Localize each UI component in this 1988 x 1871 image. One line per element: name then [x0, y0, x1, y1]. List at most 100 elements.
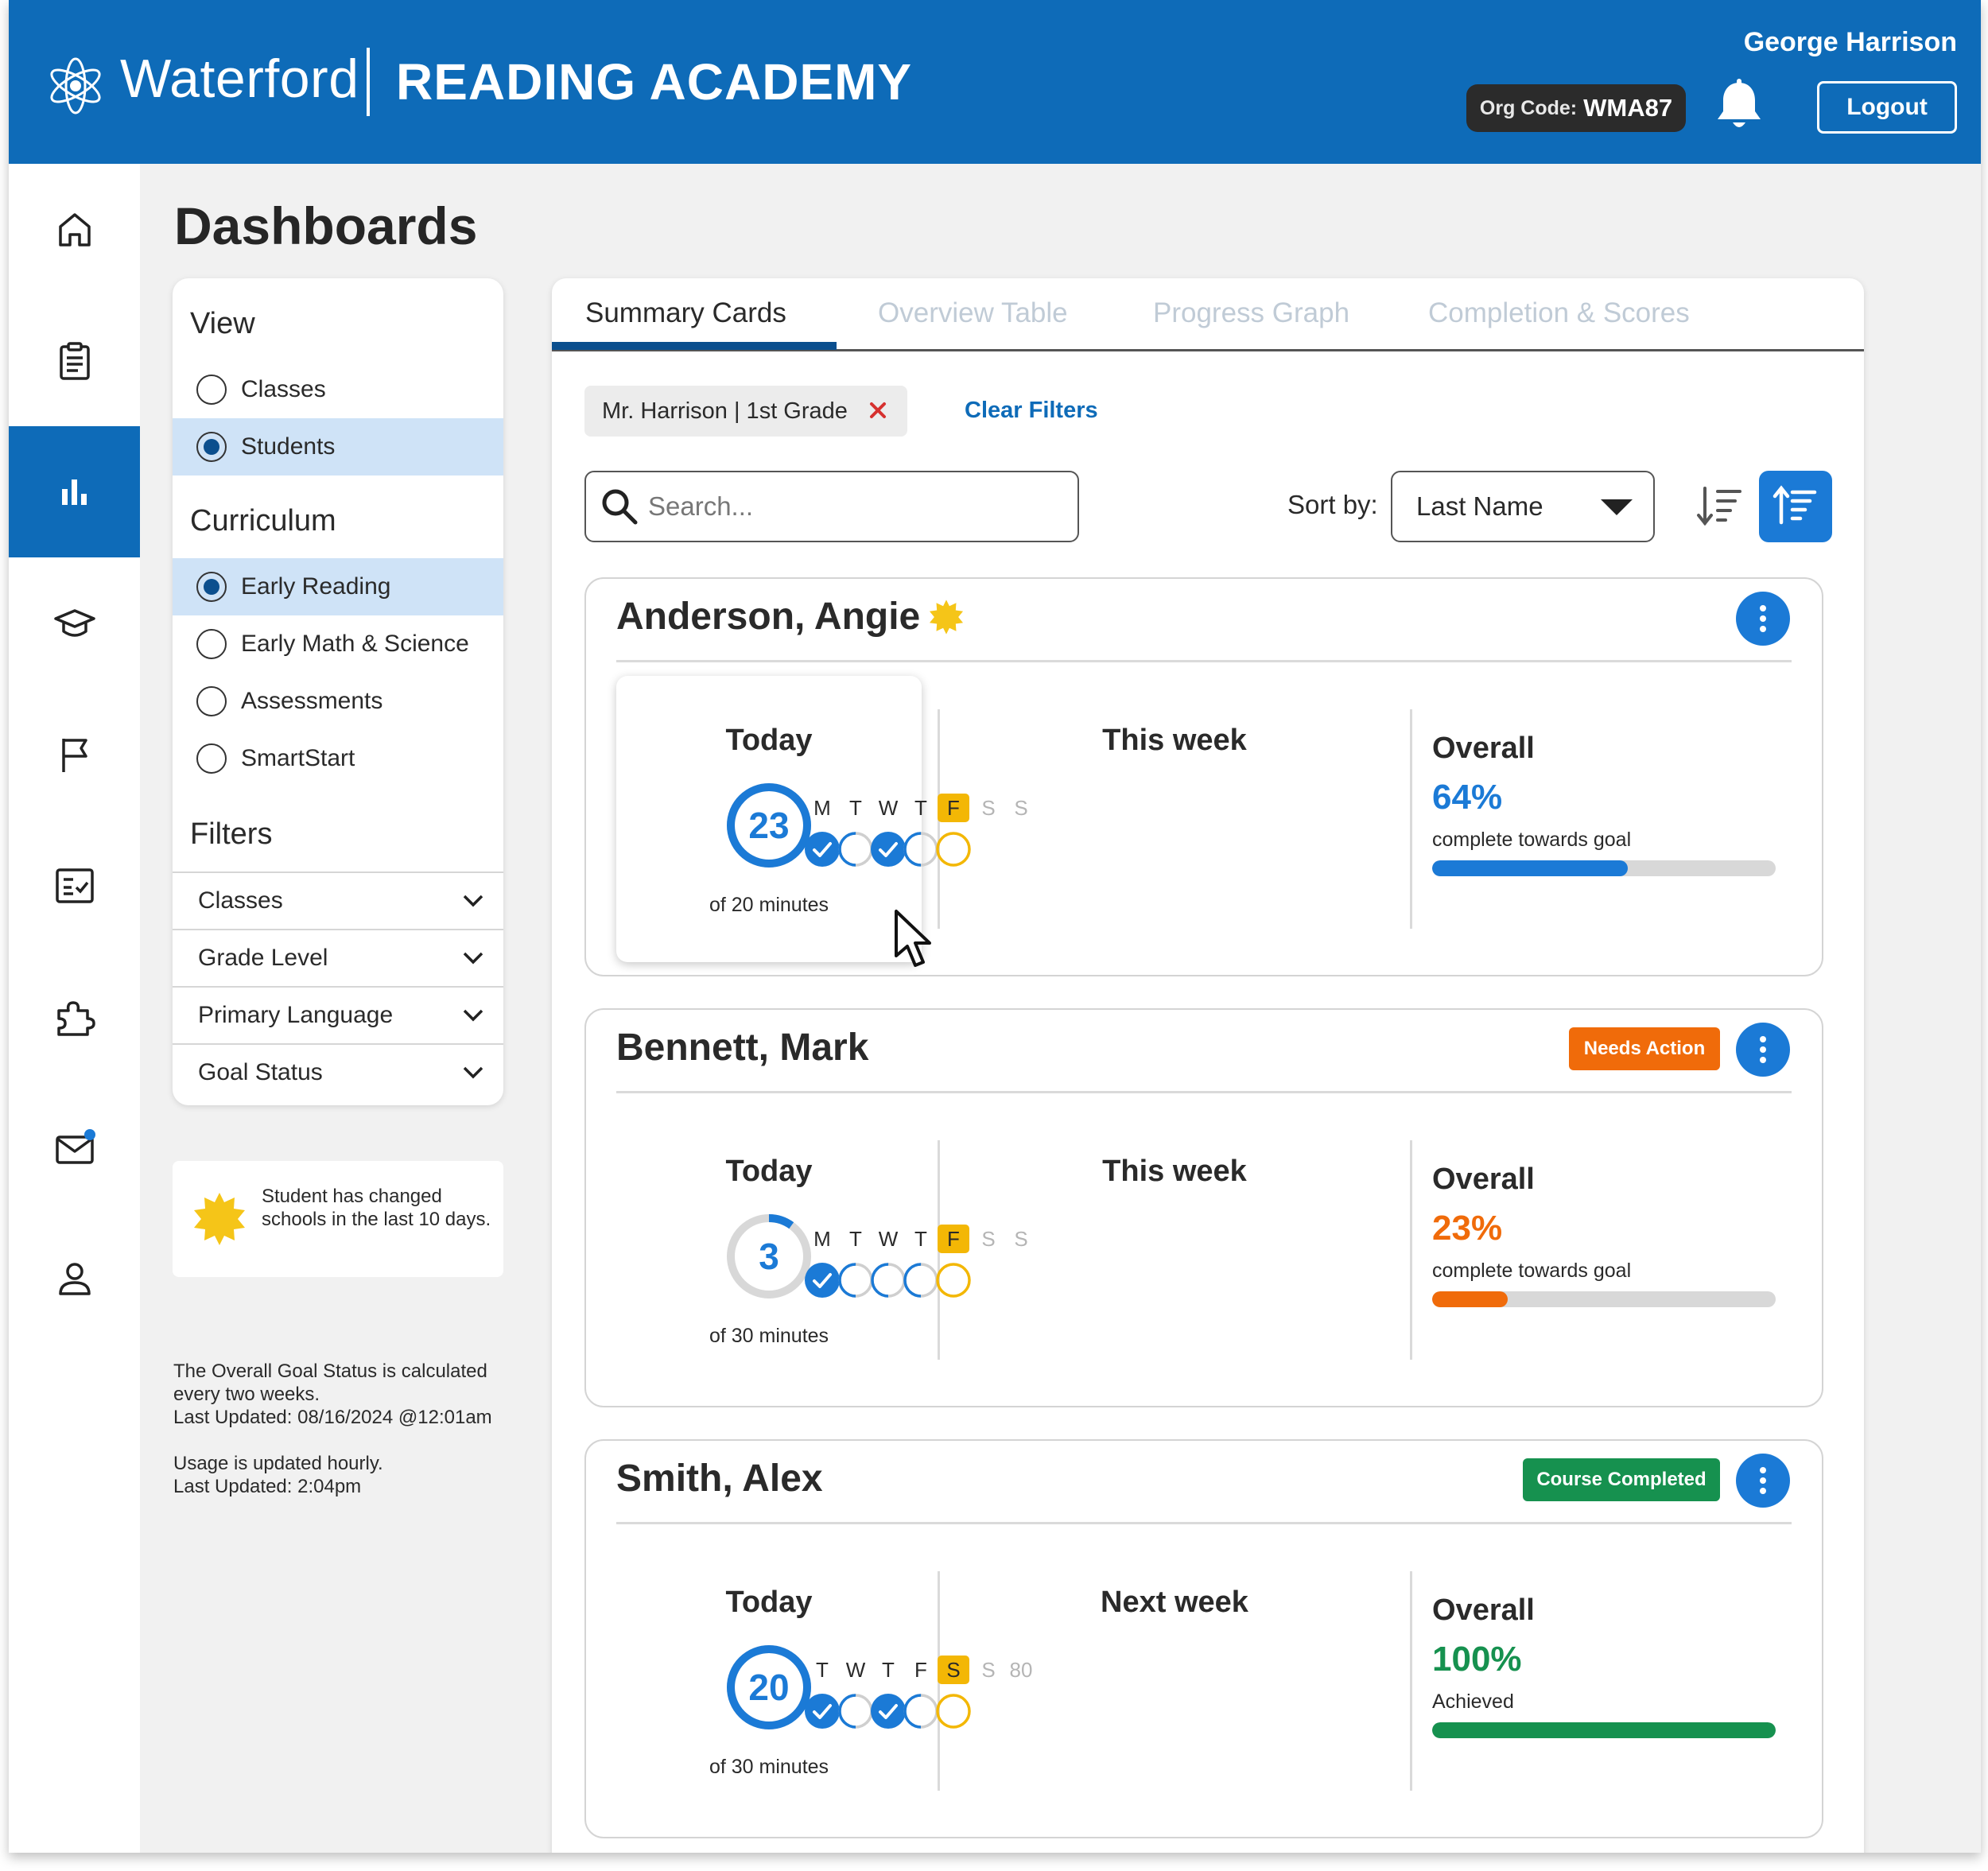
- card-divider: [616, 1091, 1792, 1093]
- student-name[interactable]: Anderson, Angie: [616, 596, 921, 638]
- tab-summary-cards[interactable]: Summary Cards: [585, 297, 786, 328]
- nav-assessments[interactable]: [9, 820, 140, 951]
- today-goal: of 30 minutes: [709, 1756, 829, 1778]
- today-minutes: 23: [748, 805, 790, 846]
- filter-classes-dropdown[interactable]: Classes: [173, 871, 503, 929]
- logout-button[interactable]: Logout: [1817, 81, 1957, 134]
- view-option-classes[interactable]: Classes: [173, 361, 503, 418]
- day-complete-icon: [805, 832, 840, 867]
- filter-goal-status-dropdown[interactable]: Goal Status: [173, 1043, 503, 1100]
- sort-select[interactable]: Last Name: [1391, 471, 1655, 542]
- usage-updated: Last Updated: 2:04pm: [173, 1476, 362, 1497]
- today-title: Today: [725, 1155, 813, 1188]
- nav-assignments[interactable]: [9, 295, 140, 426]
- tab-overview-table[interactable]: Overview Table: [878, 297, 1068, 328]
- week-title: This week: [1102, 1155, 1247, 1188]
- curriculum-section-title: Curriculum: [190, 504, 336, 538]
- clear-filters-link[interactable]: Clear Filters: [965, 398, 1098, 423]
- active-filter-chip: Mr. Harrison | 1st Grade: [584, 386, 907, 437]
- today-panel[interactable]: Today 20 of 30 minutes: [616, 1538, 922, 1824]
- weekday-label: 80: [1009, 1657, 1033, 1682]
- bar-chart-icon: [61, 479, 87, 505]
- weekday-label: W: [845, 1657, 866, 1682]
- weekday-label: S: [1014, 1226, 1028, 1251]
- overall-percent: 23%: [1432, 1209, 1503, 1248]
- mail-icon: [55, 1128, 95, 1164]
- radio-button[interactable]: [196, 743, 227, 774]
- tab-completion-scores[interactable]: Completion & Scores: [1428, 297, 1690, 328]
- curriculum-option-smartstart[interactable]: SmartStart: [173, 730, 503, 787]
- overall-progress-bar: [1432, 1722, 1776, 1738]
- radio-button[interactable]: [196, 375, 227, 405]
- weekday-label: W: [878, 1226, 899, 1251]
- view-option-students[interactable]: Students: [173, 418, 503, 476]
- sun-badge-icon: [930, 599, 964, 635]
- user-name[interactable]: George Harrison: [1743, 27, 1957, 57]
- student-card: Smith, Alex Course Completed Today 20 of…: [584, 1439, 1823, 1838]
- more-options-button[interactable]: [1736, 592, 1790, 646]
- user-icon: [58, 1262, 91, 1295]
- radio-button[interactable]: [196, 629, 227, 659]
- close-icon[interactable]: [864, 397, 891, 424]
- curriculum-option-early-reading[interactable]: Early Reading: [173, 558, 503, 615]
- filter-primary-language-dropdown[interactable]: Primary Language: [173, 986, 503, 1043]
- nav-messages[interactable]: [9, 1082, 140, 1213]
- usage-note: Usage is updated hourly. Last Updated: 2…: [173, 1452, 523, 1498]
- overall-progress-fill: [1432, 1722, 1776, 1738]
- filter-label: Primary Language: [198, 1002, 394, 1028]
- weekday-label: T: [816, 1657, 829, 1682]
- view-section-title: View: [190, 307, 255, 340]
- app-window: Waterford READING ACADEMY George Harriso…: [9, 0, 1981, 1853]
- radio-button-selected[interactable]: [196, 432, 227, 462]
- product-name: READING ACADEMY: [396, 53, 913, 111]
- day-today-icon: [936, 1694, 971, 1729]
- curriculum-option-label: Early Math & Science: [241, 631, 469, 657]
- overall-title: Overall: [1432, 1593, 1535, 1627]
- main-content: Summary Cards Overview Table Progress Gr…: [552, 278, 1864, 1853]
- day-complete-icon: [805, 1694, 840, 1729]
- home-icon: [58, 212, 91, 246]
- chevron-down-icon: [463, 895, 483, 907]
- nav-home[interactable]: [9, 164, 140, 295]
- weekday-label: T: [914, 1226, 927, 1251]
- curriculum-option-early-math-science[interactable]: Early Math & Science: [173, 615, 503, 673]
- view-option-label: Students: [241, 433, 336, 460]
- weekday-label: T: [849, 795, 862, 820]
- nav-courses[interactable]: [9, 557, 140, 689]
- radio-button-selected[interactable]: [196, 572, 227, 602]
- curriculum-option-assessments[interactable]: Assessments: [173, 673, 503, 730]
- sort-ascending-button[interactable]: [1759, 471, 1832, 542]
- nav-profile[interactable]: [9, 1213, 140, 1345]
- filters-section-title: Filters: [190, 817, 273, 851]
- today-goal: of 20 minutes: [709, 894, 829, 916]
- course-completed-badge: Course Completed: [1523, 1458, 1720, 1501]
- search-field[interactable]: [584, 471, 1079, 542]
- day-complete-icon: [871, 832, 906, 867]
- student-name[interactable]: Smith, Alex: [616, 1458, 823, 1500]
- active-filter-label: Mr. Harrison | 1st Grade: [602, 398, 848, 424]
- today-progress-ring: [727, 1645, 811, 1729]
- day-today-icon: [936, 1263, 971, 1298]
- goal-status-note-text: The Overall Goal Status is calculated ev…: [173, 1361, 487, 1405]
- search-input[interactable]: [648, 491, 1062, 522]
- legend-box: Student has changed schools in the last …: [173, 1161, 503, 1277]
- filter-panel: View Classes Students Curriculum Early R…: [173, 278, 503, 1105]
- radio-button[interactable]: [196, 686, 227, 716]
- today-panel[interactable]: Today 3 of 30 minutes: [616, 1107, 922, 1393]
- today-panel[interactable]: Today 23 of 20 minutes: [616, 676, 922, 962]
- bell-icon[interactable]: [1709, 76, 1769, 137]
- filter-grade-level-dropdown[interactable]: Grade Level: [173, 929, 503, 986]
- more-options-button[interactable]: [1736, 1023, 1790, 1077]
- nav-activities[interactable]: [9, 951, 140, 1082]
- more-options-button[interactable]: [1736, 1454, 1790, 1508]
- tab-progress-graph[interactable]: Progress Graph: [1153, 297, 1350, 328]
- sun-badge-icon: [194, 1193, 245, 1245]
- sort-descending-icon[interactable]: [1694, 479, 1749, 534]
- filter-label: Goal Status: [198, 1059, 323, 1085]
- student-name-row: Smith, Alex: [616, 1457, 823, 1500]
- nav-dashboards[interactable]: [9, 426, 140, 557]
- nav-goals[interactable]: [9, 689, 140, 820]
- checklist-icon: [55, 868, 94, 903]
- weekday-label: F: [938, 794, 969, 822]
- student-name[interactable]: Bennett, Mark: [616, 1027, 869, 1069]
